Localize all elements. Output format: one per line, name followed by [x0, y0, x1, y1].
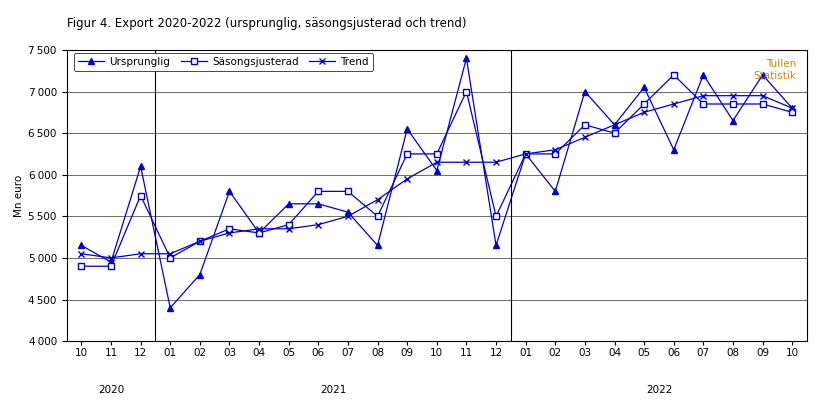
Trend — [580, 135, 590, 140]
Trend — [462, 160, 472, 165]
Trend — [669, 102, 679, 106]
Säsongsjusterad — [314, 189, 324, 194]
Säsongsjusterad — [580, 122, 590, 127]
Säsongsjusterad — [166, 255, 176, 260]
Y-axis label: Mn euro: Mn euro — [14, 174, 24, 217]
Säsongsjusterad — [432, 151, 442, 156]
Ursprunglig — [195, 272, 205, 277]
Säsongsjusterad — [373, 214, 383, 219]
Trend — [106, 255, 116, 260]
Säsongsjusterad — [550, 151, 560, 156]
Ursprunglig — [521, 151, 531, 156]
Ursprunglig — [343, 210, 353, 215]
Säsongsjusterad — [284, 222, 294, 227]
Legend: Ursprunglig, Säsongsjusterad, Trend: Ursprunglig, Säsongsjusterad, Trend — [74, 53, 373, 71]
Ursprunglig — [136, 164, 146, 169]
Trend — [373, 197, 383, 202]
Trend — [136, 251, 146, 256]
Säsongsjusterad — [639, 102, 649, 106]
Ursprunglig — [432, 168, 442, 173]
Trend — [195, 239, 205, 244]
Säsongsjusterad — [343, 189, 353, 194]
Ursprunglig — [314, 201, 324, 206]
Ursprunglig — [669, 147, 679, 152]
Säsongsjusterad — [787, 110, 797, 115]
Ursprunglig — [373, 243, 383, 248]
Trend — [254, 226, 264, 231]
Säsongsjusterad — [225, 226, 235, 231]
Ursprunglig — [728, 118, 738, 123]
Säsongsjusterad — [491, 214, 501, 219]
Trend — [432, 160, 442, 165]
Text: Tullen
Statistik: Tullen Statistik — [753, 59, 796, 81]
Trend — [610, 122, 620, 127]
Ursprunglig — [77, 243, 87, 248]
Ursprunglig — [106, 260, 116, 265]
Trend — [343, 214, 353, 219]
Ursprunglig — [639, 85, 649, 90]
Säsongsjusterad — [195, 239, 205, 244]
Trend — [698, 93, 708, 98]
Line: Ursprunglig: Ursprunglig — [78, 55, 795, 311]
Ursprunglig — [580, 89, 590, 94]
Trend — [639, 110, 649, 115]
Text: 2022: 2022 — [646, 385, 672, 395]
Säsongsjusterad — [610, 131, 620, 136]
Ursprunglig — [698, 72, 708, 77]
Ursprunglig — [491, 243, 501, 248]
Säsongsjusterad — [758, 102, 768, 106]
Text: 2020: 2020 — [98, 385, 124, 395]
Säsongsjusterad — [521, 151, 531, 156]
Trend — [521, 151, 531, 156]
Ursprunglig — [462, 56, 472, 61]
Trend — [491, 160, 501, 165]
Trend — [166, 251, 176, 256]
Ursprunglig — [225, 189, 235, 194]
Trend — [77, 251, 87, 256]
Ursprunglig — [610, 122, 620, 127]
Ursprunglig — [550, 189, 560, 194]
Trend — [402, 176, 412, 181]
Trend — [284, 226, 294, 231]
Trend — [758, 93, 768, 98]
Säsongsjusterad — [77, 264, 87, 269]
Säsongsjusterad — [462, 89, 472, 94]
Line: Säsongsjusterad: Säsongsjusterad — [78, 72, 795, 269]
Trend — [314, 222, 324, 227]
Ursprunglig — [787, 106, 797, 111]
Text: 2021: 2021 — [320, 385, 346, 395]
Ursprunglig — [166, 305, 176, 310]
Säsongsjusterad — [698, 102, 708, 106]
Säsongsjusterad — [254, 230, 264, 235]
Säsongsjusterad — [728, 102, 738, 106]
Text: Figur 4. Export 2020-2022 (ursprunglig, säsongsjusterad och trend): Figur 4. Export 2020-2022 (ursprunglig, … — [67, 17, 466, 30]
Ursprunglig — [402, 126, 412, 131]
Trend — [787, 106, 797, 111]
Säsongsjusterad — [106, 264, 116, 269]
Line: Trend: Trend — [78, 93, 795, 261]
Säsongsjusterad — [402, 151, 412, 156]
Ursprunglig — [758, 72, 768, 77]
Ursprunglig — [254, 230, 264, 235]
Ursprunglig — [284, 201, 294, 206]
Säsongsjusterad — [136, 193, 146, 198]
Trend — [225, 230, 235, 235]
Säsongsjusterad — [669, 72, 679, 77]
Trend — [550, 147, 560, 152]
Trend — [728, 93, 738, 98]
